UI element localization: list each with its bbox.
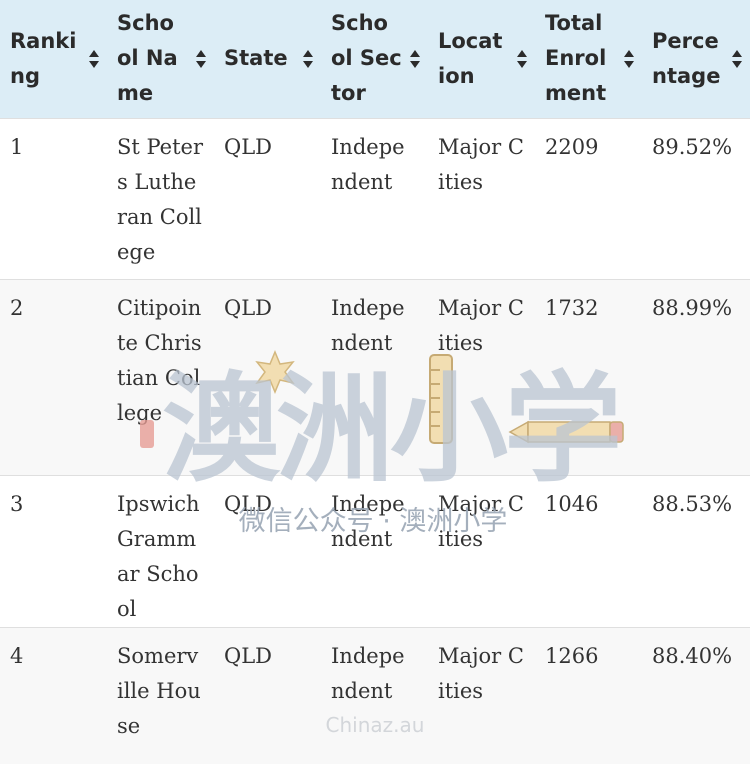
location-cell: Major Cities	[438, 295, 524, 355]
total-enrolment-cell: 1732	[545, 295, 599, 320]
table-row: 3 Ipswich Grammar School QLD Independent…	[0, 475, 750, 627]
column-header-label: School Sector	[331, 11, 402, 106]
table-row: 1 St Peters Lutheran College QLD Indepen…	[0, 118, 750, 279]
percentage-cell: 89.52%	[652, 134, 733, 159]
school-name-cell: Somerville House	[117, 643, 201, 738]
column-header-label: State	[224, 46, 288, 71]
column-header-total-enrolment[interactable]: Total Enrolment	[535, 0, 642, 118]
school-sector-cell: Independent	[331, 295, 405, 355]
total-enrolment-cell: 2209	[545, 134, 599, 159]
table-row: 2 Citipointe Christian College QLD Indep…	[0, 279, 750, 475]
ranking-cell: 1	[10, 134, 24, 159]
ranking-cell: 3	[10, 491, 24, 516]
school-sector-cell: Independent	[331, 643, 405, 703]
sort-up-down-icon	[303, 49, 313, 68]
percentage-cell: 88.99%	[652, 295, 733, 320]
ranking-cell: 4	[10, 643, 24, 668]
table-header-row: Ranking School Name State School Sector …	[0, 0, 750, 118]
sort-up-down-icon	[196, 49, 206, 68]
location-cell: Major Cities	[438, 134, 524, 194]
state-cell: QLD	[224, 491, 272, 516]
state-cell: QLD	[224, 643, 272, 668]
percentage-cell: 88.40%	[652, 643, 733, 668]
total-enrolment-cell: 1266	[545, 643, 599, 668]
column-header-label: Total Enrolment	[545, 11, 607, 106]
sort-up-down-icon	[410, 49, 420, 68]
column-header-percentage[interactable]: Percentage	[642, 0, 750, 118]
sort-up-down-icon	[732, 49, 742, 68]
state-cell: QLD	[224, 295, 272, 320]
location-cell: Major Cities	[438, 491, 524, 551]
column-header-state[interactable]: State	[214, 0, 321, 118]
sort-up-down-icon	[624, 49, 634, 68]
ranking-cell: 2	[10, 295, 24, 320]
column-header-label: Ranking	[10, 28, 77, 88]
column-header-school-sector[interactable]: School Sector	[321, 0, 428, 118]
column-header-label: Percentage	[652, 28, 721, 88]
total-enrolment-cell: 1046	[545, 491, 599, 516]
column-header-ranking[interactable]: Ranking	[0, 0, 107, 118]
sort-up-down-icon	[89, 49, 99, 68]
school-name-cell: St Peters Lutheran College	[117, 134, 204, 264]
sort-up-down-icon	[517, 49, 527, 68]
school-sector-cell: Independent	[331, 134, 405, 194]
school-name-cell: Ipswich Grammar School	[117, 491, 200, 621]
column-header-school-name[interactable]: School Name	[107, 0, 214, 118]
school-name-cell: Citipointe Christian College	[117, 295, 202, 425]
school-sector-cell: Independent	[331, 491, 405, 551]
percentage-cell: 88.53%	[652, 491, 733, 516]
column-header-label: Location	[438, 28, 503, 88]
state-cell: QLD	[224, 134, 272, 159]
location-cell: Major Cities	[438, 643, 524, 703]
column-header-label: School Name	[117, 11, 178, 106]
table-row: 4 Somerville House QLD Independent Major…	[0, 627, 750, 764]
column-header-location[interactable]: Location	[428, 0, 535, 118]
